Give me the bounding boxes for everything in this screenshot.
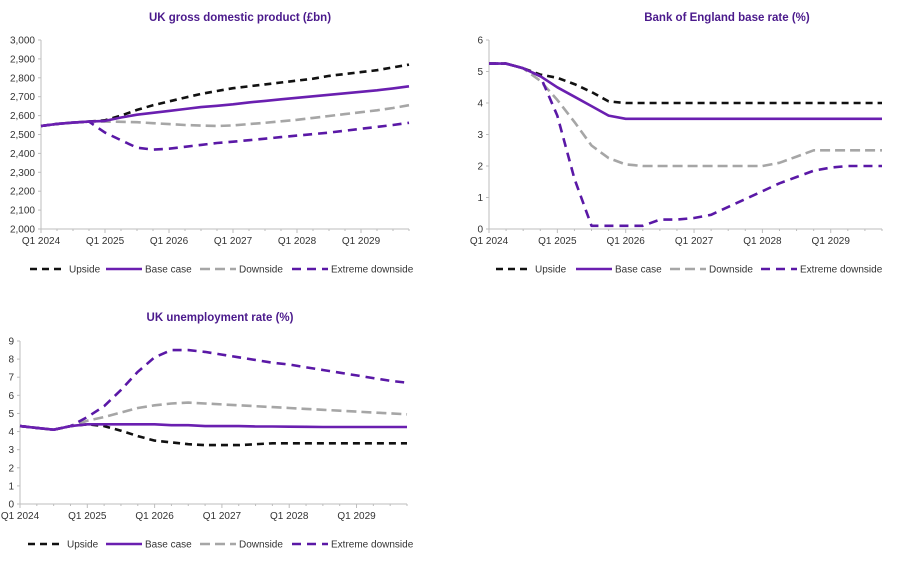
x-tick-label: Q1 2028 <box>278 236 317 247</box>
series-line-downside <box>40 103 410 128</box>
y-tick-label: 4 <box>477 99 483 110</box>
legend-label-extreme: Extreme downside <box>331 540 414 551</box>
legend-label-upside: Upside <box>535 265 567 276</box>
y-tick-label: 3,000 <box>10 36 35 47</box>
y-tick-label: 1 <box>477 193 483 204</box>
x-tick-label: Q1 2025 <box>68 511 107 522</box>
legend-label-downside: Downside <box>239 540 283 551</box>
y-tick-label: 2,000 <box>10 225 35 236</box>
legend-label-upside: Upside <box>67 540 99 551</box>
legend-label-base: Base case <box>615 265 662 276</box>
y-tick-label: 2,700 <box>10 92 35 103</box>
series-line-downside <box>489 62 882 168</box>
y-tick-label: 1 <box>8 481 14 492</box>
base-rate-chart: Bank of England base rate (%) 0 1 2 3 4 5 6 Q1 2… <box>470 0 910 282</box>
gdp-chart: UK gross domestic product (£bn) 2,000 2,10… <box>0 0 430 282</box>
legend-label-extreme: Extreme downside <box>800 265 883 276</box>
x-tick-label: Q1 2024 <box>470 236 509 247</box>
y-tick-label: 9 <box>8 337 14 348</box>
series-line-extreme <box>19 348 408 431</box>
y-tick-label: 2,200 <box>10 187 35 198</box>
y-tick-label: 0 <box>477 225 483 236</box>
y-tick-label: 3 <box>8 445 14 456</box>
y-tick-label: 7 <box>8 373 14 384</box>
y-tick-label: 5 <box>8 409 14 420</box>
chart-title: Bank of England base rate (%) <box>644 12 810 24</box>
x-tick-label: Q1 2028 <box>270 511 309 522</box>
series-line-upside <box>40 63 410 128</box>
y-tick-label: 2,600 <box>10 111 35 122</box>
legend-label-downside: Downside <box>709 265 753 276</box>
x-tick-label: Q1 2026 <box>150 236 189 247</box>
y-tick-label: 2,800 <box>10 73 35 84</box>
legend-label-extreme: Extreme downside <box>331 265 414 276</box>
series-line-extreme <box>40 120 410 151</box>
y-tick-label: 2,300 <box>10 168 35 179</box>
x-tick-label: Q1 2024 <box>22 236 61 247</box>
x-tick-label: Q1 2025 <box>538 236 577 247</box>
unemployment-chart: UK unemployment rate (%) 0 1 2 3 4 5 6 7 8 9 Q1 202… <box>0 300 430 563</box>
x-tick-label: Q1 2029 <box>337 511 376 522</box>
legend-label-upside: Upside <box>69 265 101 276</box>
series-line-extreme <box>489 62 882 228</box>
y-tick-label: 2,900 <box>10 54 35 65</box>
y-tick-label: 4 <box>8 427 14 438</box>
chart-title: UK gross domestic product (£bn) <box>149 12 331 24</box>
x-tick-label: Q1 2024 <box>1 511 40 522</box>
y-tick-label: 0 <box>8 500 14 511</box>
x-tick-label: Q1 2027 <box>203 511 242 522</box>
y-tick-label: 6 <box>8 391 14 402</box>
y-tick-label: 2,100 <box>10 206 35 217</box>
y-tick-label: 2 <box>8 463 14 474</box>
legend-label-base: Base case <box>145 540 192 551</box>
y-tick-label: 6 <box>477 36 483 47</box>
x-tick-label: Q1 2028 <box>743 236 782 247</box>
y-tick-label: 5 <box>477 67 483 78</box>
legend-label-downside: Downside <box>239 265 283 276</box>
y-tick-label: 2,500 <box>10 130 35 141</box>
x-tick-label: Q1 2026 <box>135 511 174 522</box>
x-tick-label: Q1 2027 <box>214 236 253 247</box>
y-tick-label: 2 <box>477 162 483 173</box>
y-tick-label: 2,400 <box>10 149 35 160</box>
series-line-base <box>489 62 882 121</box>
series-line-base <box>40 85 410 128</box>
y-tick-label: 3 <box>477 130 483 141</box>
legend-label-base: Base case <box>145 265 192 276</box>
y-tick-label: 8 <box>8 355 14 366</box>
series-line-downside <box>19 401 408 431</box>
x-tick-label: Q1 2025 <box>86 236 125 247</box>
x-tick-label: Q1 2027 <box>675 236 714 247</box>
chart-title: UK unemployment rate (%) <box>147 312 294 324</box>
x-tick-label: Q1 2026 <box>607 236 646 247</box>
x-tick-label: Q1 2029 <box>342 236 381 247</box>
series-line-base <box>19 423 407 431</box>
x-tick-label: Q1 2029 <box>812 236 851 247</box>
